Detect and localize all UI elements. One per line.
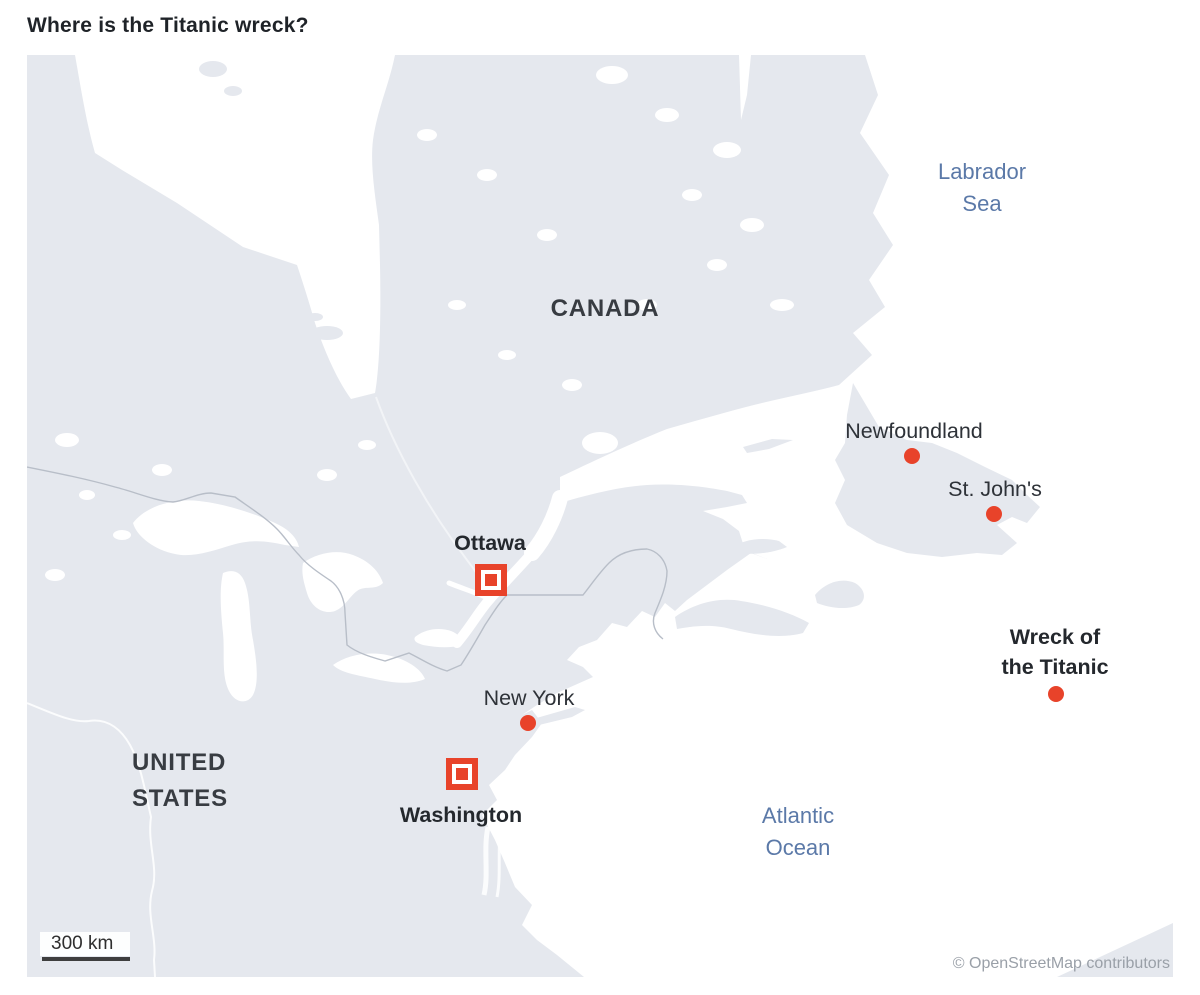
label-newfoundland: Newfoundland bbox=[845, 419, 983, 443]
small-lakes bbox=[45, 66, 794, 581]
capital-marker-washington bbox=[446, 758, 478, 790]
scale-bar bbox=[42, 957, 130, 961]
great-lakes bbox=[133, 500, 462, 702]
dot-st-johns bbox=[986, 506, 1002, 522]
st-lawrence-river bbox=[446, 490, 568, 648]
us-canada-border bbox=[27, 466, 668, 672]
titanic-wreck-map: Labrador Sea Atlantic Ocean CANADA UNITE… bbox=[27, 55, 1173, 977]
label-washington: Washington bbox=[399, 803, 523, 827]
map-geography bbox=[27, 55, 1173, 977]
atlantic-ocean-water bbox=[482, 55, 1173, 977]
capital-marker-ottawa bbox=[475, 564, 507, 596]
label-united-states: UNITED STATES bbox=[132, 749, 228, 812]
river-notch bbox=[739, 55, 751, 120]
label-new-york: New York bbox=[483, 686, 575, 710]
label-wreck-of-titanic: Wreck of the Titanic bbox=[1001, 625, 1109, 679]
page-title: Where is the Titanic wreck? bbox=[27, 14, 309, 37]
label-labrador-sea: Labrador Sea bbox=[937, 159, 1027, 216]
label-st-johns: St. John's bbox=[948, 477, 1042, 501]
state-borders bbox=[27, 396, 502, 977]
scale-label: 300 km bbox=[40, 932, 130, 956]
dot-new-york bbox=[520, 715, 536, 731]
label-atlantic-ocean: Atlantic Ocean bbox=[761, 803, 835, 860]
label-canada: CANADA bbox=[550, 295, 660, 322]
osm-attribution: © OpenStreetMap contributors bbox=[952, 955, 1170, 972]
dot-wreck-of-titanic bbox=[1048, 686, 1064, 702]
label-ottawa: Ottawa bbox=[454, 531, 526, 555]
dot-newfoundland bbox=[904, 448, 920, 464]
